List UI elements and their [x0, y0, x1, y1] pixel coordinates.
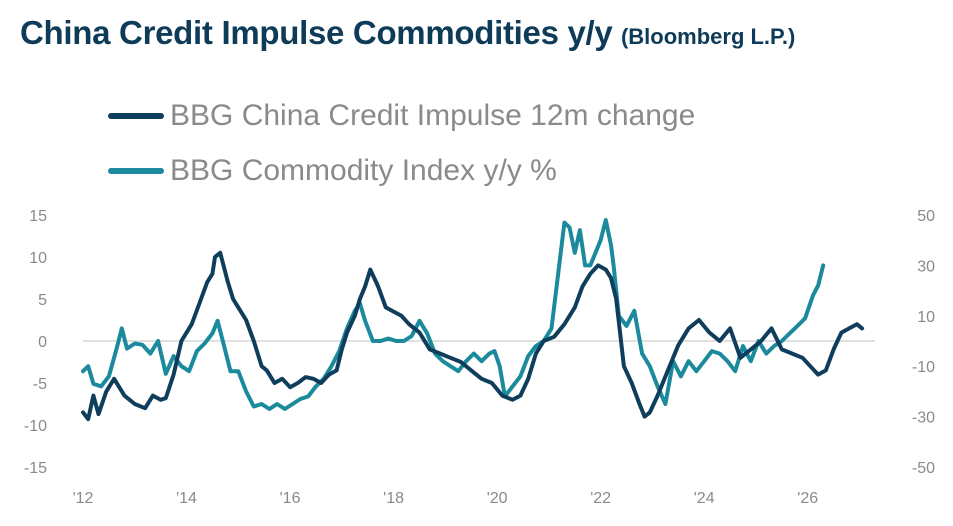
legend-label-commodity-index: BBG Commodity Index y/y % — [170, 153, 557, 187]
chart-title-source: (Bloomberg L.P.) — [620, 24, 796, 49]
x-axis-tick-label: '16 — [280, 490, 301, 507]
x-axis-tick-label: '22 — [590, 490, 611, 507]
legend-item-commodity-index: BBG Commodity Index y/y % — [108, 143, 695, 198]
left-axis-tick-label: -10 — [24, 418, 47, 435]
right-axis-tick-label: 10 — [917, 309, 935, 326]
legend-swatch-commodity-index — [108, 167, 164, 174]
x-axis-tick-label: '12 — [73, 490, 94, 507]
left-axis-tick-label: -15 — [24, 460, 47, 477]
x-axis-tick-label: '24 — [694, 490, 715, 507]
x-axis-tick-label: '26 — [797, 490, 818, 507]
right-axis-tick-label: 50 — [917, 208, 935, 225]
x-axis-tick-label: '14 — [176, 490, 197, 507]
legend-label-credit-impulse: BBG China Credit Impulse 12m change — [170, 98, 696, 132]
right-axis-tick-label: 30 — [917, 258, 935, 275]
x-axis-tick-label: '20 — [487, 490, 508, 507]
chart-legend: BBG China Credit Impulse 12m change BBG … — [108, 88, 695, 198]
chart-title: China Credit Impulse Commodities y/y (Bl… — [20, 14, 795, 52]
legend-item-credit-impulse: BBG China Credit Impulse 12m change — [108, 88, 695, 143]
right-axis-tick-label: -50 — [912, 460, 935, 477]
left-axis-tick-label: 15 — [29, 208, 47, 225]
legend-swatch-credit-impulse — [108, 112, 164, 119]
left-axis-tick-label: -5 — [33, 376, 47, 393]
right-axis-tick-label: -30 — [912, 410, 935, 427]
left-axis-tick-label: 10 — [29, 250, 47, 267]
series-line-credit-impulse — [81, 250, 865, 422]
left-axis-tick-label: 5 — [38, 292, 47, 309]
x-axis-tick-label: '18 — [383, 490, 404, 507]
series-line-commodity-index — [81, 218, 826, 411]
right-axis-tick-label: -10 — [912, 359, 935, 376]
chart-title-main: China Credit Impulse Commodities y/y — [20, 14, 613, 51]
left-axis-tick-label: 0 — [38, 334, 47, 351]
